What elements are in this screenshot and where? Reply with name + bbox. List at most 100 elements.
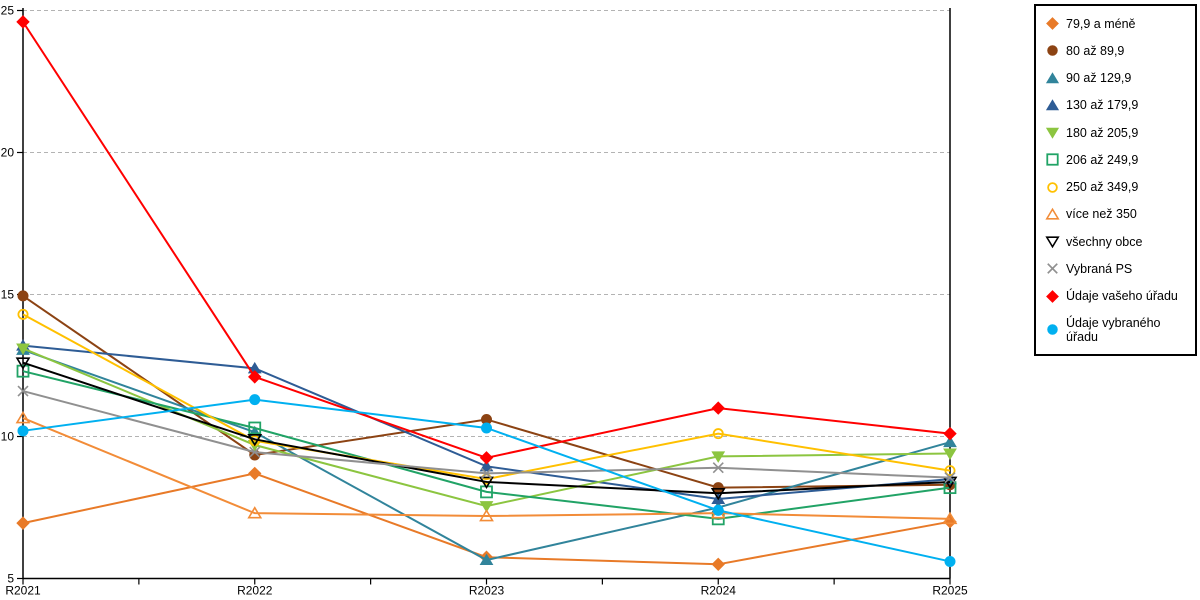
data-point-marker [15,357,31,370]
data-point-marker [942,511,958,525]
legend-label: 250 až 349,9 [1066,180,1139,195]
data-point-marker [17,425,29,437]
data-point-marker [1045,99,1060,111]
plot-area: 5 10 15 20 25 R2021 R2022 R2023 R2024 R2025 [1,4,968,598]
data-point-marker [1046,289,1059,303]
triangle-down-legend-icon [1045,236,1060,249]
data-point-marker [249,446,261,458]
data-point-marker [712,504,724,516]
legend-item: 206 až 249,9 [1045,152,1195,167]
legend-label: 130 až 179,9 [1066,98,1139,113]
data-point-marker [479,451,494,465]
y-axis-label: 10 [1,430,15,444]
legend-label: více než 350 [1066,207,1137,222]
data-point-marker [1045,207,1060,220]
data-point-marker [479,508,494,522]
data-point-marker [479,501,494,513]
data-point-marker [481,422,492,434]
square-legend-icon [1046,153,1059,166]
legend-label: 80 až 89,9 [1066,43,1125,58]
data-point-marker [944,465,956,477]
data-point-marker [248,466,262,481]
y-axis-label: 15 [1,288,15,302]
data-point-marker [248,370,262,384]
legend-item: Údaje vybraného úřadu [1045,316,1195,344]
data-point-marker [943,426,957,441]
legend-label: Údaje vybraného úřadu [1066,315,1161,344]
legend-item: více než 350 [1045,207,1195,222]
data-point-marker [943,448,957,461]
data-point-marker [1047,324,1058,336]
data-point-marker [16,516,30,530]
data-point-marker [1045,236,1060,249]
data-point-marker [710,487,726,501]
y-axis-label: 25 [1,4,15,18]
legend-item: 80 až 89,9 [1045,43,1195,58]
legend-label: všechny obce [1066,234,1143,249]
legend-item: 130 až 179,9 [1045,98,1195,113]
diamond-legend-icon [1046,289,1059,303]
data-point-marker [944,555,956,567]
legend-label: Údaje vašeho úřadu [1066,289,1178,304]
x-cross-legend-icon [1047,263,1058,275]
circle-legend-icon [1047,324,1058,336]
circle-legend-icon [1047,181,1058,193]
legend-label: 79,9 a méně [1066,16,1136,31]
data-point-marker [15,410,31,424]
data-point-marker [712,428,724,440]
data-point-marker [479,459,494,472]
circle-legend-icon [1047,45,1058,57]
legend-label: 90 až 129,9 [1066,71,1132,86]
data-point-marker [1047,263,1058,275]
y-axis-label: 5 [7,572,14,586]
x-axis-label: R2022 [237,584,273,598]
data-point-marker [944,472,956,484]
x-axis-label: R2024 [701,584,737,598]
data-point-marker [480,467,493,479]
data-point-marker [1047,181,1058,193]
data-point-marker [712,462,724,474]
data-point-marker [249,394,261,406]
legend-label: Vybraná PS [1066,261,1133,276]
legend-item: 180 až 205,9 [1045,125,1195,140]
legend: 79,9 a méně 80 až 89,9 90 až 129,9 130 až 1… [1034,4,1197,356]
data-point-marker [1045,127,1060,139]
data-point-marker [17,385,29,397]
data-point-marker [248,421,262,435]
data-point-marker [1045,71,1060,83]
legend-item: 250 až 349,9 [1045,180,1195,195]
data-point-marker [247,506,263,519]
triangle-up-legend-icon [1045,71,1060,83]
legend-item: 90 až 129,9 [1045,71,1195,86]
data-point-marker [479,553,494,566]
data-point-marker [943,435,957,448]
data-point-marker [1047,45,1058,57]
data-point-marker [247,434,263,447]
legend-item: všechny obce [1045,234,1195,249]
x-axis-label: R2025 [932,584,968,598]
legend-item: Údaje vašeho úřadu [1045,289,1195,304]
data-point-marker [711,451,726,463]
data-point-marker [711,557,725,572]
data-point-marker [16,364,30,378]
data-point-marker [1046,153,1059,166]
data-point-marker [16,15,30,29]
data-series-line [22,361,951,495]
legend-label: 206 až 249,9 [1066,152,1139,167]
triangle-up-legend-icon [1045,207,1060,220]
data-point-marker [1046,17,1059,31]
diamond-legend-icon [1046,17,1059,31]
triangle-down-legend-icon [1045,127,1060,139]
data-point-marker [711,401,725,415]
data-point-marker [712,482,724,494]
data-point-marker [17,290,29,302]
legend-label: 180 až 205,9 [1066,125,1139,140]
triangle-up-legend-icon [1045,99,1060,111]
x-axis-label: R2021 [5,584,41,598]
legend-item: Vybraná PS [1045,261,1195,276]
y-axis-label: 20 [1,146,15,160]
data-point-marker [479,476,494,489]
data-series-line [22,313,951,481]
x-axis-label: R2023 [469,584,505,598]
